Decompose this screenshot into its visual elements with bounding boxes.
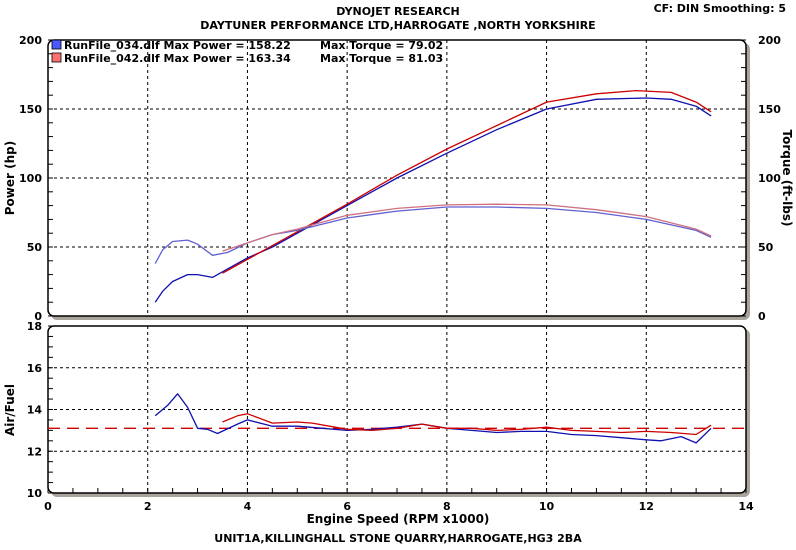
legend-swatch-red: [51, 52, 62, 63]
y-tick-label: 200: [19, 34, 42, 47]
y-tick-label: 10: [27, 487, 43, 500]
x-tick-label: 12: [639, 500, 654, 513]
y-tick-label-right: 100: [758, 172, 781, 185]
x-tick-label: 0: [44, 500, 52, 513]
series-line-runfile-042-afr: [222, 413, 712, 436]
series-line-runfile-034-afr: [154, 393, 712, 444]
y-tick-label: 0: [34, 310, 42, 323]
footer-address: UNIT1A,KILLINGHALL STONE QUARRY,HARROGAT…: [214, 532, 582, 545]
x-axis-label: Engine Speed (RPM x1000): [307, 512, 490, 526]
series-line-runfile-042-power: [222, 89, 712, 274]
series-line-runfile-034-torque: [154, 206, 712, 264]
series-line-runfile-034-power: [154, 97, 712, 303]
x-tick-label: 2: [144, 500, 152, 513]
x-tick-label: 14: [738, 500, 754, 513]
x-tick-label: 6: [343, 500, 351, 513]
chart-subtitle: DAYTUNER PERFORMANCE LTD,HARROGATE ,NORT…: [200, 19, 595, 32]
y-tick-label-right: 150: [758, 103, 781, 116]
chart-title: DYNOJET RESEARCH: [336, 5, 459, 18]
y-tick-label: 18: [27, 320, 42, 333]
legend-entry-2: RunFile_042.dlf Max Power = 163.34: [64, 52, 291, 65]
legend-torque-2: Max Torque = 81.03: [320, 52, 443, 65]
legend-swatch-blue: [51, 39, 62, 50]
y-tick-label: 50: [27, 241, 43, 254]
y-axis-label-torque: Torque (ft-lbs): [780, 130, 794, 227]
legend-torque-1: Max Torque = 79.02: [320, 39, 443, 52]
settings-label: CF: DIN Smoothing: 5: [654, 2, 786, 15]
y-tick-label-right: 50: [758, 241, 774, 254]
y-tick-label: 150: [19, 103, 42, 116]
legend-entry-1: RunFile_034.dlf Max Power = 158.22: [64, 39, 291, 52]
y-tick-label-right: 0: [758, 310, 766, 323]
x-tick-label: 10: [539, 500, 555, 513]
y-tick-label: 16: [27, 362, 43, 375]
y-tick-label: 100: [19, 172, 42, 185]
x-tick-label: 4: [244, 500, 252, 513]
y-axis-label-afr: Air/Fuel: [3, 384, 17, 436]
y-tick-label-right: 200: [758, 34, 781, 47]
x-tick-label: 8: [443, 500, 451, 513]
y-tick-label: 12: [27, 445, 42, 458]
y-tick-label: 14: [27, 404, 43, 417]
series-line-runfile-042-torque: [222, 203, 712, 252]
y-axis-label-power: Power (hp): [3, 141, 17, 215]
